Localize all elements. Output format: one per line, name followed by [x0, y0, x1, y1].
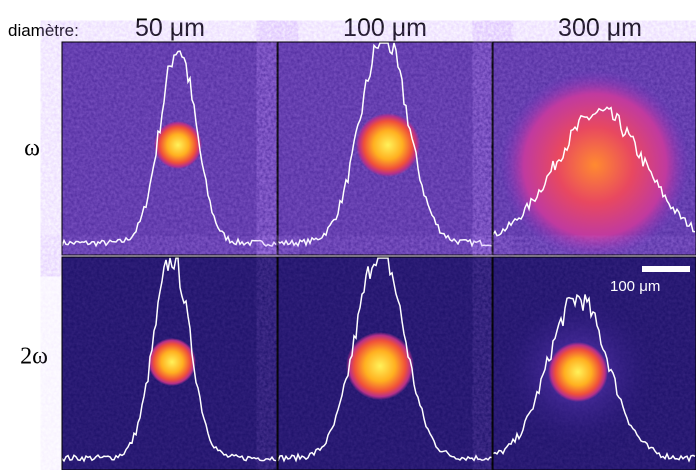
spot: [356, 113, 420, 177]
spot: [346, 332, 414, 400]
panel-border: [492, 41, 696, 256]
scale-bar-label: 100 μm: [610, 278, 660, 295]
profile: [492, 293, 696, 463]
profile: [277, 257, 493, 463]
spot: [148, 338, 196, 386]
column-header: 300 μm: [558, 14, 642, 42]
column-header: 50 μm: [135, 14, 205, 42]
panel-border: [277, 256, 493, 470]
spot: [500, 70, 690, 260]
panel-border: [277, 41, 493, 256]
spot: [154, 121, 202, 169]
panels: [61, 41, 696, 470]
profile: [61, 50, 277, 248]
scale-bar: [642, 266, 690, 272]
profile: [277, 42, 493, 248]
panel-border: [492, 256, 696, 470]
diameter-label: diamètre:: [8, 21, 79, 40]
panel-border: [61, 41, 278, 256]
row-label: 2ω: [20, 344, 48, 370]
profile: [61, 257, 277, 463]
column-header: 100 μm: [343, 14, 427, 42]
profile: [492, 106, 696, 237]
spot: [548, 342, 608, 402]
row-label: ω: [24, 136, 40, 162]
panel-border: [61, 256, 278, 470]
